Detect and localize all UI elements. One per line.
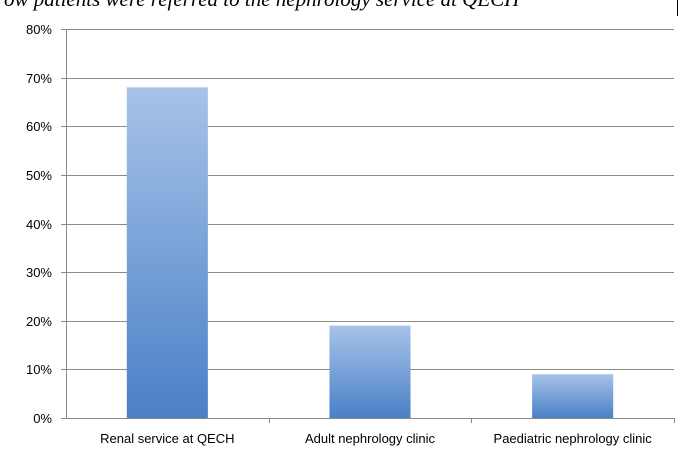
x-tick-label: Paediatric nephrology clinic — [494, 431, 653, 446]
bar — [126, 87, 208, 418]
x-tick-label: Renal service at QECH — [100, 431, 234, 446]
y-tick-label: 50% — [26, 168, 52, 183]
y-tick-label: 0% — [33, 411, 52, 426]
y-tick-label: 10% — [26, 362, 52, 377]
y-tick-label: 30% — [26, 265, 52, 280]
y-tick-labels: 0% 10% 20% 30% 40% 50% 60% 70% 80% — [26, 22, 52, 426]
bar — [329, 325, 411, 418]
axes — [61, 29, 675, 423]
y-tick-label: 70% — [26, 71, 52, 86]
bars — [126, 87, 614, 418]
y-tick-label: 60% — [26, 119, 52, 134]
y-tick-label: 40% — [26, 217, 52, 232]
y-tick-label: 20% — [26, 314, 52, 329]
x-tick-labels: Renal service at QECH Adult nephrology cl… — [100, 431, 652, 446]
bar — [532, 374, 614, 418]
y-tick-label: 80% — [26, 22, 52, 37]
clipped-heading: ow patients were referred to the nephrol… — [4, 0, 519, 12]
x-tick-label: Adult nephrology clinic — [305, 431, 436, 446]
frame-line — [677, 0, 678, 16]
